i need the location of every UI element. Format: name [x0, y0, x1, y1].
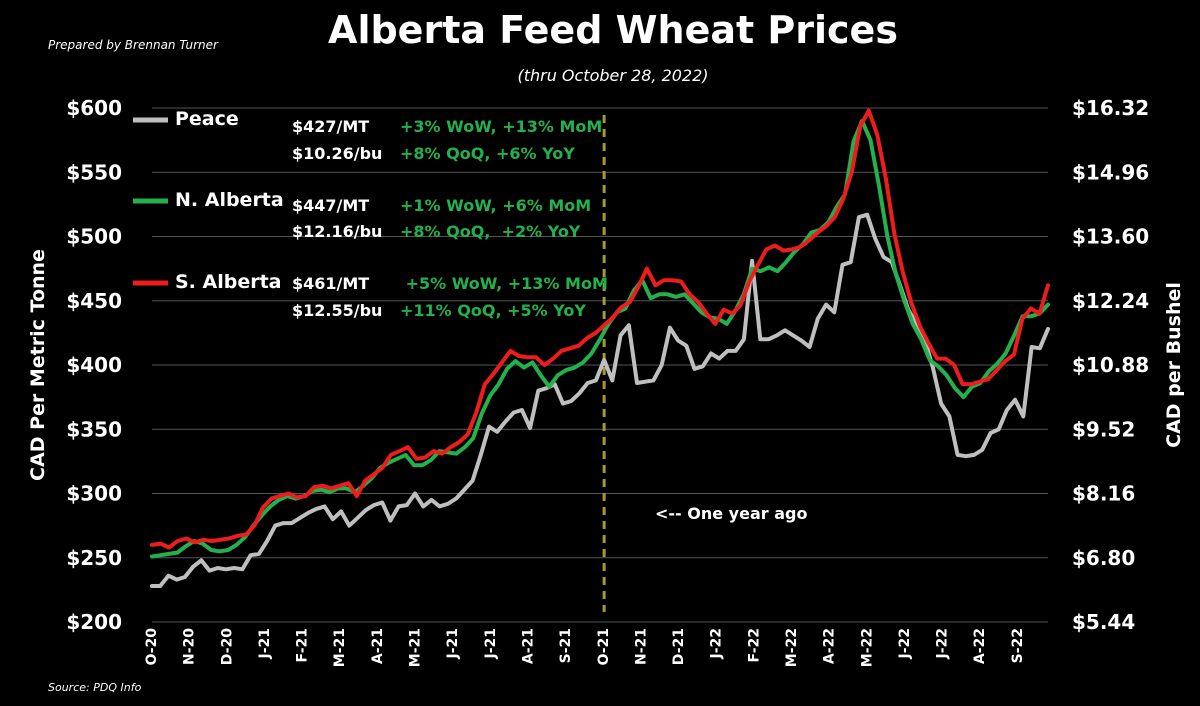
legend-label-peace: Peace — [175, 108, 239, 130]
peace-price-bu: $10.26/bu — [292, 144, 383, 163]
y-tick-label: $350 — [66, 417, 122, 441]
x-tick-label: O-21 — [596, 628, 612, 665]
chart-title: Alberta Feed Wheat Prices — [328, 8, 898, 52]
s-alberta-change-2: +11% QoQ, +5% YoY — [400, 301, 586, 320]
n-alberta-change-2: +8% QoQ, +2% YoY — [400, 222, 581, 241]
x-tick-label: F-21 — [295, 628, 311, 662]
x-tick-label: D-21 — [671, 628, 687, 665]
chart-subtitle: (thru October 28, 2022) — [517, 66, 709, 85]
legend-label-s-alberta: S. Alberta — [175, 271, 282, 293]
x-tick-label: N-20 — [182, 628, 198, 665]
x-tick-label: A-21 — [520, 628, 536, 664]
y2-axis-label: CAD per Bushel — [1163, 282, 1185, 448]
x-axis: O-20 N-20 D-20 J-21 F-21 M-21 A-21 M-21 J-21 J-21… — [144, 628, 1026, 667]
n-alberta-price-mt: $447/MT — [292, 196, 370, 215]
y2-tick-label: $5.44 — [1072, 610, 1135, 634]
y-tick-label: $200 — [66, 610, 122, 634]
x-tick-label: F-22 — [746, 628, 762, 662]
x-tick-label: M-21 — [408, 628, 424, 667]
x-tick-label: J-22 — [897, 628, 913, 660]
peace-change-1: +3% WoW, +13% MoM — [400, 117, 603, 136]
x-tick-label: J-21 — [483, 628, 499, 660]
s-alberta-change-1: +5% WoW, +13% MoM — [400, 274, 608, 293]
y-tick-label: $500 — [66, 225, 122, 249]
x-tick-label: J-22 — [935, 628, 951, 660]
x-tick-label: M-21 — [332, 628, 348, 667]
y-axis-label: CAD Per Metric Tonne — [27, 249, 49, 481]
y-axis-left: $200 $250 $300 $350 $400 $450 $500 $550 $600 — [66, 96, 122, 634]
y2-tick-label: $9.52 — [1072, 417, 1135, 441]
x-tick-label: J-22 — [709, 628, 725, 660]
y-axis-right: $5.44 $6.80 $8.16 $9.52 $10.88 $12.24 $13.60 $1… — [1072, 96, 1149, 634]
x-tick-label: J-21 — [257, 628, 273, 660]
legend-label-n-alberta: N. Alberta — [175, 189, 284, 211]
one-year-ago-note: <-- One year ago — [655, 504, 808, 523]
s-alberta-price-mt: $461/MT — [292, 274, 370, 293]
n-alberta-line — [150, 118, 1050, 559]
peace-price-mt: $427/MT — [292, 117, 370, 136]
x-tick-label: O-20 — [144, 628, 160, 666]
y2-tick-label: $8.16 — [1072, 482, 1135, 506]
grid-lines — [152, 107, 1048, 623]
x-tick-label: A-22 — [822, 628, 838, 664]
x-tick-label: J-21 — [445, 628, 461, 660]
y-tick-label: $450 — [66, 289, 122, 313]
x-tick-label: A-22 — [972, 628, 988, 664]
n-alberta-change-1: +1% WoW, +6% MoM — [400, 196, 592, 215]
s-alberta-line — [150, 108, 1050, 550]
legend-swatches — [133, 117, 168, 286]
y2-tick-label: $13.60 — [1072, 225, 1149, 249]
n-alberta-price-bu: $12.16/bu — [292, 222, 383, 241]
x-tick-label: A-21 — [370, 628, 386, 664]
peace-line — [150, 212, 1050, 588]
y2-tick-label: $12.24 — [1072, 289, 1149, 313]
s-alberta-price-bu: $12.55/bu — [292, 301, 383, 320]
x-tick-label: M-22 — [784, 628, 800, 667]
x-tick-label: S-22 — [1010, 628, 1026, 663]
y2-tick-label: $10.88 — [1072, 353, 1149, 377]
x-tick-label: M-22 — [859, 628, 875, 667]
x-tick-label: N-21 — [633, 628, 649, 665]
x-tick-label: S-21 — [558, 628, 574, 663]
y2-tick-label: $6.80 — [1072, 546, 1135, 570]
y2-tick-label: $14.96 — [1072, 160, 1149, 184]
x-tick-label: D-20 — [219, 628, 235, 665]
y-tick-label: $300 — [66, 482, 122, 506]
source-text: Source: PDQ Info — [48, 681, 142, 694]
y2-tick-label: $16.32 — [1072, 96, 1149, 120]
peace-change-2: +8% QoQ, +6% YoY — [400, 144, 575, 163]
credit-text: Prepared by Brennan Turner — [48, 38, 218, 52]
series-lines — [150, 108, 1050, 588]
y-tick-label: $550 — [66, 160, 122, 184]
y-tick-label: $600 — [66, 96, 122, 120]
y-tick-label: $250 — [66, 546, 122, 570]
y-tick-label: $400 — [66, 353, 122, 377]
